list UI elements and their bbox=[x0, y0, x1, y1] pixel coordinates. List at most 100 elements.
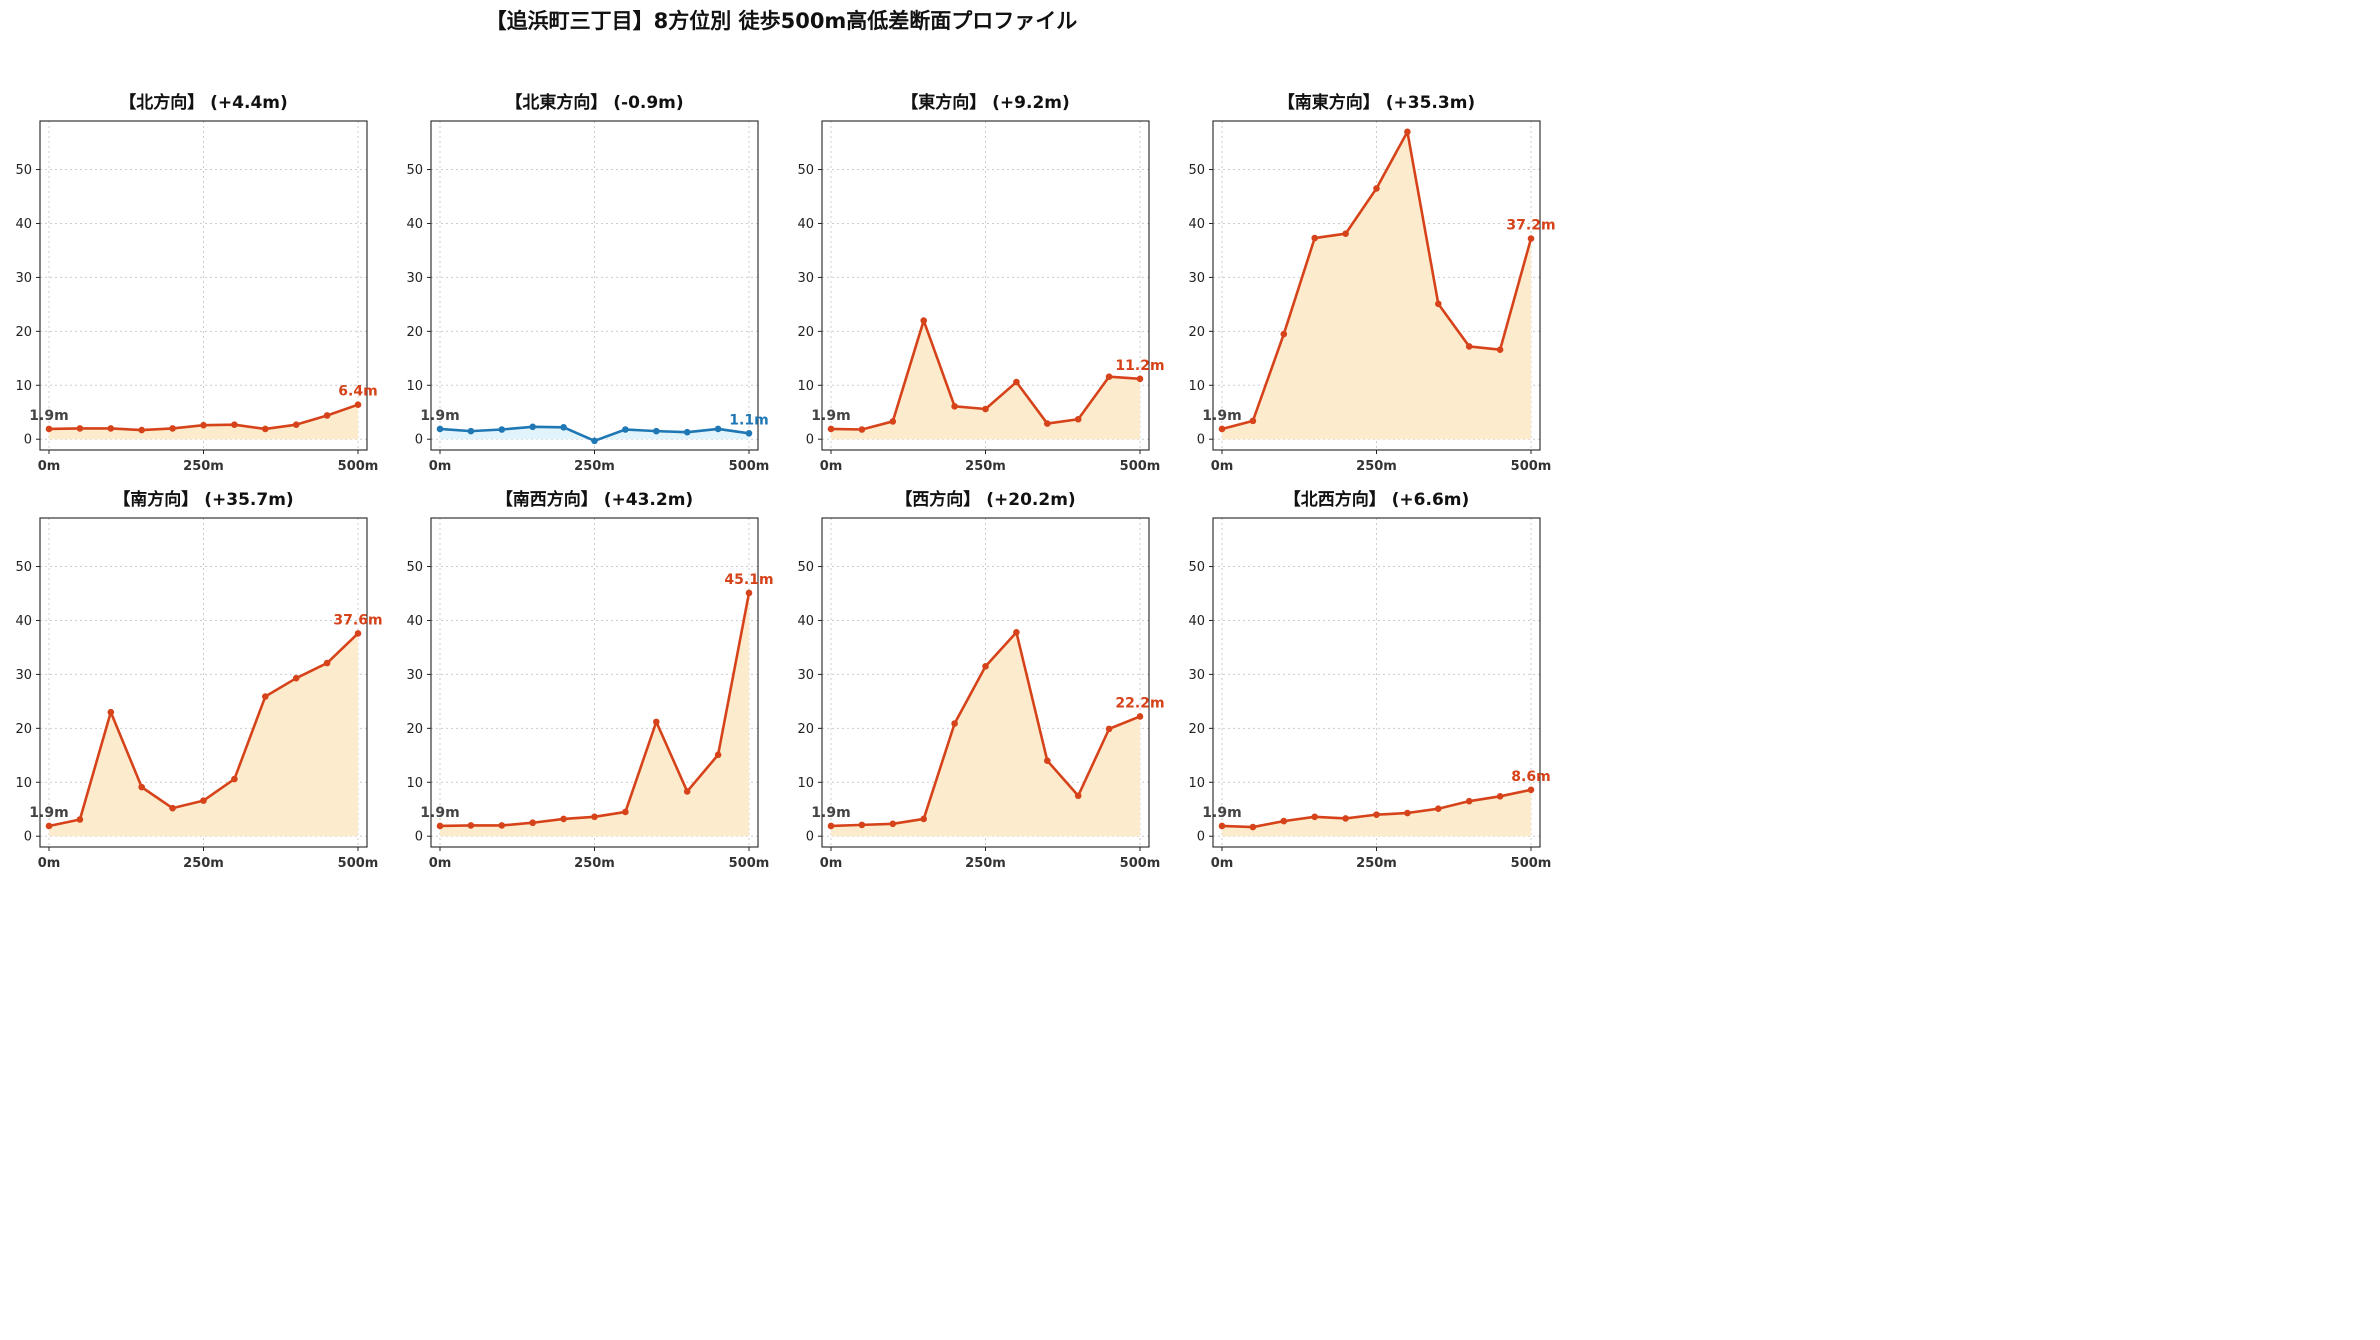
data-point bbox=[323, 659, 331, 667]
x-tick-label: 500m bbox=[1511, 856, 1552, 871]
x-tick-label: 500m bbox=[1120, 856, 1161, 871]
y-tick-label: 50 bbox=[797, 560, 814, 575]
start-elevation-label: 1.9m bbox=[1202, 805, 1241, 821]
y-tick-label: 0 bbox=[1197, 830, 1205, 845]
x-tick-label: 500m bbox=[338, 856, 379, 871]
data-point bbox=[498, 822, 506, 829]
data-point bbox=[1074, 792, 1082, 800]
x-tick-label: 500m bbox=[338, 459, 379, 474]
y-tick-label: 40 bbox=[15, 217, 32, 232]
y-tick-label: 0 bbox=[806, 830, 814, 845]
y-tick-label: 40 bbox=[1188, 614, 1205, 629]
data-point bbox=[889, 418, 897, 425]
data-point bbox=[1435, 805, 1442, 813]
data-point bbox=[920, 815, 927, 823]
y-tick-label: 20 bbox=[15, 325, 32, 340]
end-elevation-label: 45.1m bbox=[724, 572, 773, 588]
start-elevation-label: 1.9m bbox=[1202, 408, 1241, 424]
data-point bbox=[1404, 128, 1411, 136]
end-elevation-label: 37.6m bbox=[333, 612, 382, 628]
plot-frame bbox=[39, 120, 368, 451]
x-tick-label: 500m bbox=[1120, 459, 1161, 474]
x-tick-label: 250m bbox=[183, 856, 224, 871]
y-tick-label: 50 bbox=[15, 560, 32, 575]
data-point bbox=[1136, 375, 1144, 383]
data-point bbox=[1013, 629, 1020, 636]
data-point bbox=[169, 804, 176, 812]
x-tick-label: 0m bbox=[1211, 459, 1234, 474]
data-point bbox=[1105, 373, 1113, 380]
elevation-area bbox=[1222, 131, 1531, 440]
data-point bbox=[1311, 234, 1318, 242]
data-point bbox=[1280, 817, 1288, 825]
x-tick-label: 250m bbox=[574, 856, 615, 871]
data-point bbox=[683, 788, 691, 795]
y-tick-label: 20 bbox=[797, 325, 814, 340]
y-tick-label: 50 bbox=[1188, 163, 1205, 178]
y-tick-label: 40 bbox=[406, 217, 423, 232]
y-tick-label: 10 bbox=[1188, 379, 1205, 394]
y-tick-label: 10 bbox=[15, 776, 32, 791]
y-tick-label: 10 bbox=[406, 379, 423, 394]
data-point bbox=[622, 808, 629, 816]
end-elevation-label: 8.6m bbox=[1511, 769, 1550, 785]
data-point bbox=[745, 429, 753, 437]
data-point bbox=[560, 424, 567, 431]
y-tick-label: 30 bbox=[406, 668, 423, 683]
data-point bbox=[323, 412, 331, 419]
data-point bbox=[1465, 343, 1473, 350]
data-point bbox=[1404, 809, 1411, 817]
y-tick-label: 30 bbox=[797, 271, 814, 286]
x-tick-label: 0m bbox=[1211, 856, 1234, 871]
y-tick-label: 40 bbox=[1188, 217, 1205, 232]
data-point bbox=[1013, 378, 1020, 386]
elevation-area bbox=[49, 633, 358, 837]
end-elevation-label: 1.1m bbox=[729, 412, 768, 428]
subplot-title: 【南東方向】 (+35.3m) bbox=[1278, 92, 1475, 113]
x-tick-label: 250m bbox=[965, 856, 1006, 871]
y-tick-label: 0 bbox=[806, 433, 814, 448]
end-elevation-label: 11.2m bbox=[1115, 358, 1164, 374]
x-tick-label: 250m bbox=[1356, 459, 1397, 474]
data-point bbox=[591, 813, 598, 821]
data-point bbox=[76, 816, 84, 823]
elevation-area bbox=[440, 426, 749, 441]
end-elevation-label: 6.4m bbox=[338, 384, 377, 400]
data-point bbox=[1136, 713, 1144, 720]
y-tick-label: 50 bbox=[406, 560, 423, 575]
y-tick-label: 40 bbox=[15, 614, 32, 629]
end-elevation-label: 37.2m bbox=[1506, 218, 1555, 234]
x-tick-label: 250m bbox=[1356, 856, 1397, 871]
subplot-title: 【北西方向】 (+6.6m) bbox=[1284, 489, 1470, 510]
start-elevation-label: 1.9m bbox=[29, 408, 68, 424]
y-tick-label: 30 bbox=[1188, 668, 1205, 683]
data-point bbox=[107, 708, 115, 716]
data-point bbox=[436, 425, 444, 433]
y-tick-label: 20 bbox=[406, 722, 423, 737]
data-point bbox=[529, 819, 536, 827]
data-point bbox=[138, 426, 145, 434]
y-tick-label: 30 bbox=[15, 271, 32, 286]
y-tick-label: 10 bbox=[15, 379, 32, 394]
data-point bbox=[827, 425, 835, 433]
chart-main-title: 【追浜町三丁目】8方位別 徒歩500m高低差断面プロファイル bbox=[485, 9, 1078, 33]
data-point bbox=[107, 425, 115, 432]
data-point bbox=[858, 821, 866, 829]
data-point bbox=[951, 403, 958, 410]
data-point bbox=[1218, 822, 1226, 830]
data-point bbox=[1496, 346, 1504, 353]
elevation-area bbox=[831, 632, 1140, 837]
data-point bbox=[231, 775, 238, 783]
data-point bbox=[683, 428, 691, 436]
y-tick-label: 40 bbox=[797, 217, 814, 232]
y-tick-label: 0 bbox=[415, 830, 423, 845]
x-tick-label: 500m bbox=[729, 856, 770, 871]
end-elevation-label: 22.2m bbox=[1115, 695, 1164, 711]
data-point bbox=[1105, 725, 1113, 733]
x-tick-label: 250m bbox=[574, 459, 615, 474]
